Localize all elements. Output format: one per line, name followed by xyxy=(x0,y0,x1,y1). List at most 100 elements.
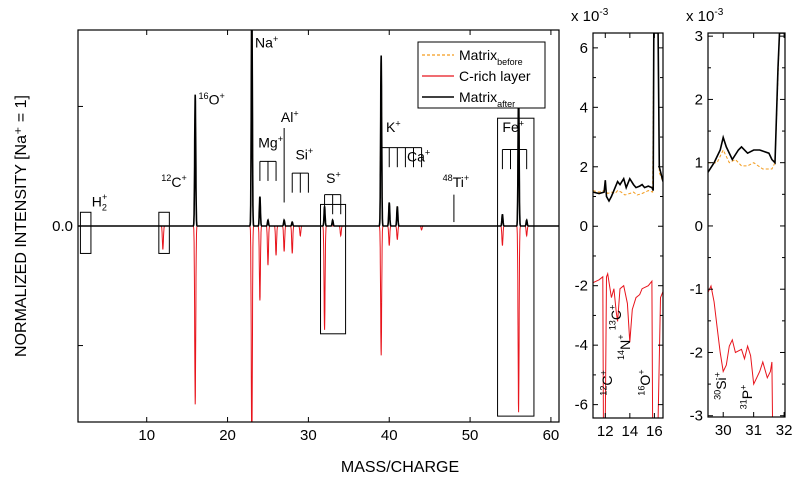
y-tick-label: 0 xyxy=(695,218,703,235)
legend-entry-subscript: before xyxy=(497,57,523,67)
label-charge: + xyxy=(293,109,298,119)
x-tick-label: 30 xyxy=(300,427,317,444)
x-tick-label: 32 xyxy=(776,422,793,439)
label-charge: + xyxy=(519,118,524,128)
peak-label-s: S+ xyxy=(326,169,341,186)
legend-entry-name: C-rich layer xyxy=(459,68,531,84)
label-element: Mg xyxy=(258,135,277,151)
axis-multiplier: x 10-3 xyxy=(686,7,724,25)
y-tick-label: -2 xyxy=(575,278,588,295)
y-tick-label: 6 xyxy=(580,40,588,57)
legend-entry-label: Matrixbefore xyxy=(459,47,523,67)
plot-area xyxy=(78,30,559,422)
peak-label-si: Si+ xyxy=(295,146,313,163)
y-tick-label: -4 xyxy=(575,337,588,354)
x-tick-label: 16 xyxy=(646,423,663,440)
legend-entry-label: Matrixafter xyxy=(459,89,515,109)
peak-label-al: Al+ xyxy=(281,109,299,126)
highlight-box-12c xyxy=(158,211,170,254)
label-charge: + xyxy=(598,370,608,375)
peak-label-o: 16O+ xyxy=(198,91,224,108)
plot-frame xyxy=(707,32,786,418)
y-tick-label: 3 xyxy=(695,28,703,45)
legend-entry-name: Matrix xyxy=(459,89,497,105)
label-superscript: 30 xyxy=(713,390,723,400)
label-charge: + xyxy=(713,372,723,377)
series-line-matrix-after xyxy=(593,33,663,203)
label-superscript: 14 xyxy=(616,350,626,360)
y-tick-label: -2 xyxy=(690,344,703,361)
legend-entry-label: C-rich layer xyxy=(459,68,531,84)
main-spectrum-panel: 10 20 30 40 50 600.0H2+12C+16O+Na+Mg+Al+Si+S+… xyxy=(52,29,560,444)
inset-peak-label-c: 12C+ xyxy=(598,370,615,396)
peak-label-c: 12C+ xyxy=(161,173,187,190)
highlight-box-h2 xyxy=(79,211,92,254)
label-charge: + xyxy=(616,334,626,339)
peak-label-mg: Mg+ xyxy=(258,134,283,151)
y-axis-label: NORMALIZED INTENSITY [Na⁺ = 1] xyxy=(13,95,30,357)
x-tick-label: 31 xyxy=(745,422,762,439)
inset-peak-label-p: 31P+ xyxy=(739,385,756,410)
label-charge: + xyxy=(102,192,107,202)
x-tick-label: 14 xyxy=(621,423,638,440)
x-tick-label: 12 xyxy=(597,423,614,440)
label-element: Al xyxy=(281,109,293,125)
label-charge: + xyxy=(278,134,283,144)
x-tick-label: 60 xyxy=(543,427,560,444)
label-charge: + xyxy=(425,148,430,158)
label-superscript: 13 xyxy=(608,320,618,330)
label-element: Si xyxy=(295,146,307,162)
label-charge: + xyxy=(273,34,278,44)
label-element: C xyxy=(171,174,181,190)
x-tick-label: 30 xyxy=(715,422,732,439)
y-tick-label: 0 xyxy=(580,218,588,235)
label-superscript: 31 xyxy=(739,399,749,409)
plot-area xyxy=(708,33,785,417)
x-axis-label: MASS/CHARGE xyxy=(341,459,459,476)
series-line-c-rich-layer xyxy=(593,271,663,418)
series-line-matrix-before xyxy=(78,30,559,227)
series-line-matrix-before xyxy=(708,33,780,170)
label-element: K xyxy=(386,119,396,135)
label-charge: + xyxy=(219,91,224,101)
y-tick-label: -1 xyxy=(690,281,703,298)
label-charge: + xyxy=(608,305,618,310)
label-element: O xyxy=(637,375,653,386)
label-superscript: 12 xyxy=(598,386,608,396)
peak-label-h: H2+ xyxy=(92,192,108,213)
axis-multiplier: x 10-3 xyxy=(571,7,609,25)
inset-peak-label-c: 13C+ xyxy=(608,305,625,331)
label-charge: + xyxy=(637,369,647,374)
inset-peak-label-si: 30Si+ xyxy=(713,372,730,400)
label-element: O xyxy=(209,91,220,107)
inset-peak-label-o: 16O+ xyxy=(637,369,654,395)
label-element: Ti xyxy=(453,174,464,190)
y-tick-label: -6 xyxy=(575,397,588,414)
label-superscript: 16 xyxy=(198,91,208,101)
peak-label-ti: 48Ti+ xyxy=(443,173,470,190)
legend-entry-subscript: after xyxy=(497,99,515,109)
axis-multiplier-exponent: -3 xyxy=(714,7,723,18)
label-superscript: 16 xyxy=(637,386,647,396)
label-charge: + xyxy=(464,173,469,183)
axis-multiplier-exponent: -3 xyxy=(599,7,608,18)
series-line-c-rich-layer xyxy=(708,284,773,417)
label-subscript: 2 xyxy=(102,203,107,213)
x-tick-label: 20 xyxy=(219,427,236,444)
label-element: N xyxy=(617,340,633,350)
label-element: C xyxy=(608,310,624,320)
label-element: Ca xyxy=(407,148,425,164)
peak-label-fe: Fe+ xyxy=(502,118,524,135)
label-element: C xyxy=(599,375,615,385)
plot-area xyxy=(593,33,663,418)
label-charge: + xyxy=(395,118,400,128)
peak-label-k: K+ xyxy=(386,118,401,135)
x-tick-label: 40 xyxy=(381,427,398,444)
y-tick-label: 1 xyxy=(695,155,703,172)
label-element: S xyxy=(326,170,335,186)
series-line-c-rich-layer xyxy=(78,225,559,422)
y-tick-label: 4 xyxy=(580,99,588,116)
